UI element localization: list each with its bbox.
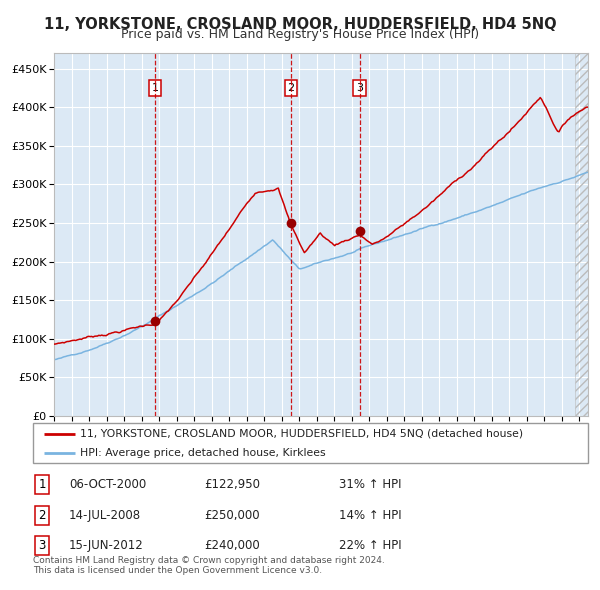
Text: 1: 1 [151, 83, 158, 93]
Text: £250,000: £250,000 [204, 509, 260, 522]
Text: HPI: Average price, detached house, Kirklees: HPI: Average price, detached house, Kirk… [80, 448, 326, 458]
Text: Price paid vs. HM Land Registry's House Price Index (HPI): Price paid vs. HM Land Registry's House … [121, 28, 479, 41]
Text: 22% ↑ HPI: 22% ↑ HPI [339, 539, 401, 552]
Text: 3: 3 [356, 83, 363, 93]
Text: 31% ↑ HPI: 31% ↑ HPI [339, 478, 401, 491]
Text: £240,000: £240,000 [204, 539, 260, 552]
Text: 1: 1 [38, 478, 46, 491]
Text: 3: 3 [38, 539, 46, 552]
Text: 2: 2 [287, 83, 295, 93]
FancyBboxPatch shape [33, 423, 588, 463]
Text: Contains HM Land Registry data © Crown copyright and database right 2024.
This d: Contains HM Land Registry data © Crown c… [33, 556, 385, 575]
Text: 11, YORKSTONE, CROSLAND MOOR, HUDDERSFIELD, HD4 5NQ: 11, YORKSTONE, CROSLAND MOOR, HUDDERSFIE… [44, 17, 556, 31]
Text: 15-JUN-2012: 15-JUN-2012 [69, 539, 144, 552]
Text: 11, YORKSTONE, CROSLAND MOOR, HUDDERSFIELD, HD4 5NQ (detached house): 11, YORKSTONE, CROSLAND MOOR, HUDDERSFIE… [80, 429, 523, 439]
Text: 06-OCT-2000: 06-OCT-2000 [69, 478, 146, 491]
Text: 14% ↑ HPI: 14% ↑ HPI [339, 509, 401, 522]
Text: 14-JUL-2008: 14-JUL-2008 [69, 509, 141, 522]
Text: 2: 2 [38, 509, 46, 522]
Text: £122,950: £122,950 [204, 478, 260, 491]
